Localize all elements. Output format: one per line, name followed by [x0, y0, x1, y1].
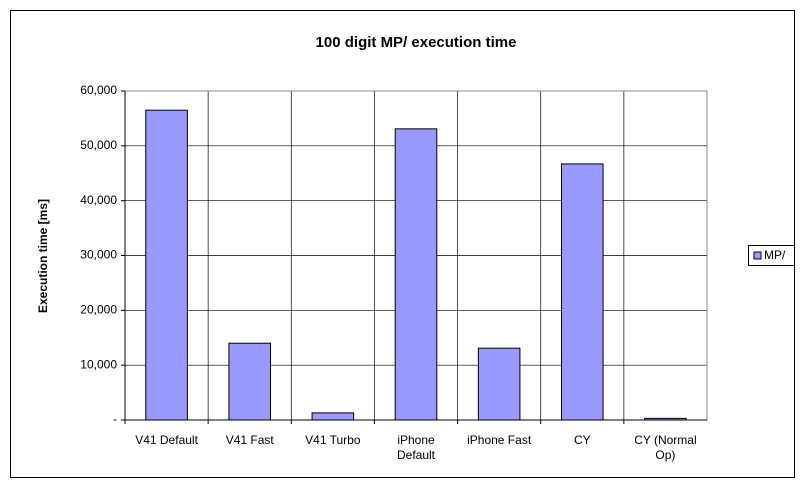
y-tick-label: 50,000 — [80, 138, 117, 152]
bar — [394, 128, 438, 421]
x-tick-label: V41 Default — [135, 433, 198, 447]
y-tick-label: - — [113, 412, 117, 426]
y-axis-label: Execution time [ms] — [36, 199, 50, 313]
x-tick-label: CY (Normal Op) — [634, 433, 697, 462]
y-tick-label: 60,000 — [80, 83, 117, 97]
y-tick-label: 30,000 — [80, 248, 117, 262]
bar — [311, 412, 355, 421]
x-tick-label: V41 Fast — [225, 433, 274, 447]
x-tick-label: iPhone Fast — [467, 433, 532, 447]
legend-border — [748, 245, 795, 266]
chart-title: 100 digit MP/ execution time — [316, 34, 517, 51]
x-tick-label: V41 Turbo — [305, 433, 361, 447]
x-tick-label: CY — [573, 433, 591, 447]
bar — [228, 342, 272, 421]
legend-swatch — [753, 251, 762, 260]
bar — [561, 163, 604, 421]
y-tick-label: 10,000 — [80, 357, 117, 371]
y-tick-label: 40,000 — [80, 193, 117, 207]
bar — [644, 417, 687, 421]
bar — [145, 109, 188, 421]
legend-label: MP/ — [764, 248, 786, 262]
y-tick-label: 20,000 — [80, 303, 117, 317]
x-tick-label: iPhone Default — [396, 433, 436, 462]
bar — [477, 347, 521, 421]
